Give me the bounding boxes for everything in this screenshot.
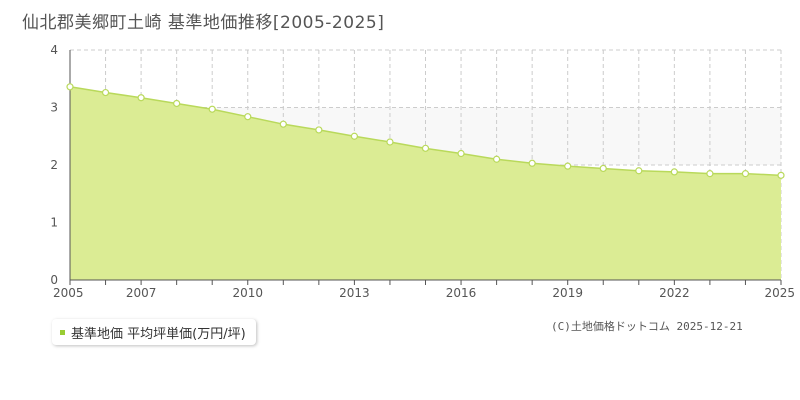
data-point <box>208 105 216 113</box>
y-tick-label: 2 <box>50 158 58 172</box>
y-tick-label: 1 <box>50 216 58 230</box>
data-point <box>101 88 110 97</box>
x-tick-label: 2016 <box>446 286 477 300</box>
data-point <box>350 132 358 140</box>
y-tick-label: 3 <box>50 101 58 115</box>
legend-label: 基準地価 平均坪単価(万円/坪) <box>71 326 246 342</box>
data-point <box>777 171 785 179</box>
data-point <box>741 170 750 178</box>
data-point <box>564 162 572 170</box>
data-point <box>635 167 643 175</box>
data-point <box>386 138 394 146</box>
series-area <box>70 86 781 280</box>
data-point <box>528 159 536 167</box>
data-point <box>493 155 501 163</box>
x-tick-label: 2025 <box>764 286 795 300</box>
x-tick-label: 2005 <box>53 286 84 300</box>
y-tick-label: 0 <box>50 273 58 287</box>
data-point <box>457 149 465 158</box>
data-point <box>244 113 252 121</box>
data-point <box>66 83 74 91</box>
data-point <box>599 164 607 173</box>
data-point <box>279 120 287 128</box>
x-tick-label: 2022 <box>659 286 690 300</box>
data-point <box>421 144 430 152</box>
x-tick-label: 2007 <box>126 286 157 300</box>
data-point <box>137 94 145 102</box>
chart-title: 仙北郡美郷町土崎 基準地価推移[2005-2025] <box>22 13 385 33</box>
data-point <box>315 126 323 134</box>
copyright-text: (C)土地価格ドットコム 2025-12-21 <box>551 320 743 333</box>
legend-swatch <box>60 329 65 335</box>
data-point <box>706 170 714 178</box>
data-point <box>173 99 181 108</box>
legend: 基準地価 平均坪単価(万円/坪) <box>52 319 256 345</box>
x-tick-label: 2019 <box>552 286 583 300</box>
y-tick-label: 4 <box>50 43 58 57</box>
data-point <box>670 168 678 176</box>
x-tick-label: 2010 <box>232 286 263 300</box>
x-tick-label: 2013 <box>339 286 370 300</box>
